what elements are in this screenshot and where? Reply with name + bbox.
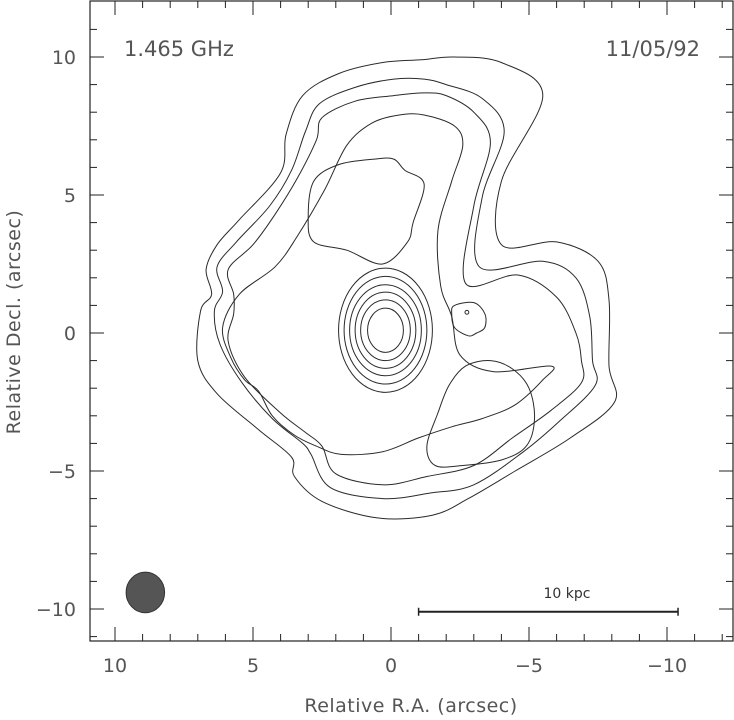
y-tick-label: 5 (64, 185, 76, 207)
y-tick-label: 10 (52, 47, 76, 69)
contour-line (307, 157, 425, 265)
plot-frame (89, 0, 734, 642)
y-tick-label: 0 (64, 323, 76, 345)
scale-bar-label: 10 kpc (544, 586, 591, 602)
x-tick-label: −5 (515, 655, 543, 677)
x-tick-label: 5 (247, 655, 259, 677)
y-tick-label: −10 (36, 599, 76, 621)
contour-line (343, 275, 428, 385)
y-tick-label: −5 (48, 461, 76, 483)
date-label: 11/05/92 (606, 37, 700, 61)
contour-line (360, 299, 411, 362)
contour-set (196, 56, 618, 520)
contour-line (349, 284, 422, 377)
contour-line (367, 307, 404, 353)
beam-ellipse (125, 571, 166, 614)
contour-line (464, 309, 470, 315)
contour-line (354, 291, 417, 369)
x-tick-labels: 10 5 0 −5 −10 (103, 655, 687, 677)
y-axis-label: Relative Decl. (arcsec) (3, 210, 25, 435)
contour-line (196, 56, 618, 520)
axis-ticks (90, 1, 733, 641)
scale-bar (417, 607, 679, 616)
x-tick-label: 10 (103, 655, 127, 677)
x-axis-label: Relative R.A. (arcsec) (304, 695, 517, 717)
contour-line (426, 360, 536, 468)
contour-line (338, 267, 433, 393)
y-tick-labels: 10 5 0 −5 −10 (36, 47, 76, 621)
frequency-label: 1.465 GHz (124, 37, 234, 61)
contour-line (221, 113, 555, 456)
x-tick-label: 0 (385, 655, 397, 677)
beam-layer (125, 571, 166, 614)
contour-line (213, 77, 598, 500)
x-tick-label: −10 (647, 655, 687, 677)
contour-line (451, 301, 487, 337)
